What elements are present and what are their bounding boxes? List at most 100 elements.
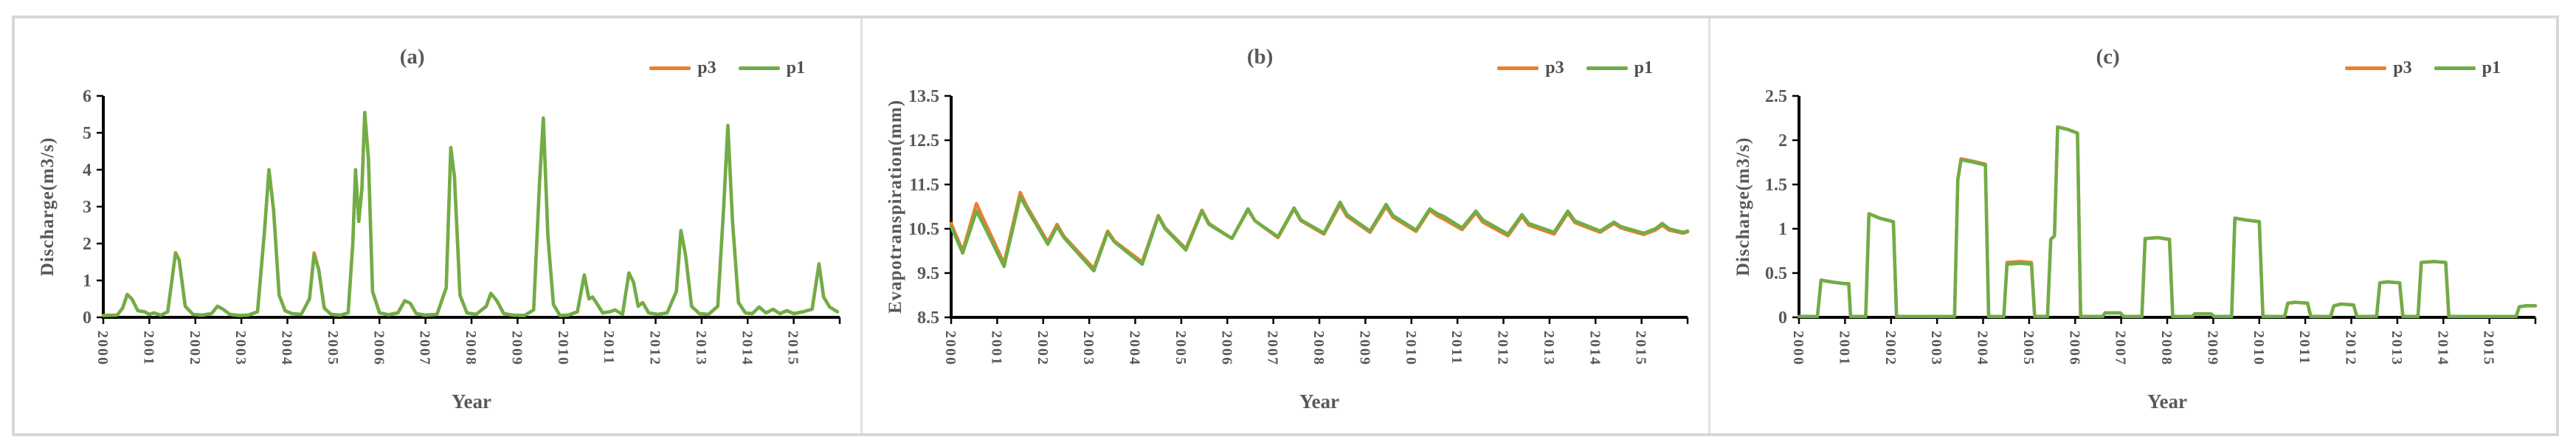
chart-panel-c: (c) p3 p1 0 0.5 1 1.5 2 2.5 2000 2001 2002 2003 20… [1708,18,2556,433]
svg-text:2001: 2001 [140,331,156,366]
svg-text:2013: 2013 [2389,331,2405,366]
svg-text:Year: Year [1299,390,1339,413]
legend-label-p3: p3 [697,58,716,77]
svg-text:2000: 2000 [1790,331,1806,366]
svg-text:2004: 2004 [1127,331,1143,366]
svg-text:2010: 2010 [555,331,571,366]
svg-text:Year: Year [452,390,491,413]
legend-line-p1-icon [1586,66,1628,70]
svg-text:Discharge(m3/s): Discharge(m3/s) [38,137,58,277]
svg-text:2000: 2000 [94,331,111,366]
svg-text:0: 0 [83,308,91,328]
legend-item-p1: p1 [738,58,805,78]
svg-text:2005: 2005 [1173,331,1189,366]
svg-text:2007: 2007 [417,331,433,366]
chart-panels-row: (a) p3 p1 0 1 2 3 4 5 6 2000 2001 2002 2003 2004 200… [15,18,2556,433]
svg-text:2.5: 2.5 [1765,87,1787,106]
legend-label-p3: p3 [2393,58,2412,77]
svg-text:2014: 2014 [2434,331,2451,366]
svg-text:2004: 2004 [279,331,295,366]
svg-text:2003: 2003 [232,331,249,366]
svg-text:2012: 2012 [647,331,663,366]
chart-title-a: (a) [399,45,425,69]
svg-text:2006: 2006 [370,331,387,366]
svg-text:5: 5 [83,124,91,143]
svg-text:2008: 2008 [1311,331,1327,366]
svg-text:2003: 2003 [1928,331,1944,366]
svg-text:Year: Year [2147,390,2187,413]
svg-text:1.5: 1.5 [1765,176,1787,195]
svg-text:2001: 2001 [988,331,1004,366]
svg-text:2002: 2002 [187,331,203,366]
chart-panel-a: (a) p3 p1 0 1 2 3 4 5 6 2000 2001 2002 2003 2004 200… [15,18,860,433]
svg-text:Evapotranspiration(mm): Evapotranspiration(mm) [885,100,905,314]
legend-item-p3: p3 [1497,58,1564,78]
svg-text:6: 6 [83,87,91,106]
figure-frame: (a) p3 p1 0 1 2 3 4 5 6 2000 2001 2002 2003 2004 200… [12,15,2559,436]
chart-title-c: (c) [2096,45,2120,69]
legend-line-p3-icon [1497,66,1539,70]
svg-text:2003: 2003 [1080,331,1097,366]
svg-text:2002: 2002 [1035,331,1051,366]
svg-text:9.5: 9.5 [917,264,939,283]
plot-area-b: 8.5 9.5 10.5 11.5 12.5 13.5 2000 2001 2002 2003 20… [885,87,1690,413]
svg-text:2005: 2005 [325,331,341,366]
svg-text:11.5: 11.5 [909,176,939,195]
svg-text:2001: 2001 [1836,331,1852,366]
svg-text:0.5: 0.5 [1765,264,1787,283]
legend-line-p3-icon [2345,66,2387,70]
svg-text:2012: 2012 [2343,331,2359,366]
svg-text:2006: 2006 [1218,331,1235,366]
legend-a: p3 p1 [649,58,805,78]
svg-text:2011: 2011 [1448,331,1465,365]
svg-text:2007: 2007 [2113,331,2129,366]
svg-text:0: 0 [1778,308,1787,328]
svg-text:2002: 2002 [1882,331,1899,366]
svg-text:2010: 2010 [2251,331,2267,366]
legend-line-p1-icon [2434,66,2476,70]
legend-label-p1: p1 [2482,58,2501,77]
svg-text:2011: 2011 [2296,331,2313,365]
svg-text:2008: 2008 [463,331,479,366]
svg-text:2013: 2013 [693,331,709,366]
legend-label-p3: p3 [1545,58,1564,77]
svg-text:2009: 2009 [1356,331,1372,366]
svg-text:12.5: 12.5 [908,131,939,151]
svg-text:8.5: 8.5 [917,308,939,328]
svg-text:2013: 2013 [1541,331,1557,366]
legend-item-p1: p1 [1586,58,1653,78]
legend-c: p3 p1 [2345,58,2501,78]
svg-text:10.5: 10.5 [908,220,939,239]
svg-text:2009: 2009 [508,331,525,366]
legend-label-p1: p1 [1634,58,1653,77]
plot-area-a: 0 1 2 3 4 5 6 2000 2001 2002 2003 2004 2005 2006 2007 2… [38,87,841,413]
svg-text:2004: 2004 [1975,331,1991,366]
svg-text:2000: 2000 [942,331,959,366]
legend-line-p3-icon [649,66,691,70]
svg-text:2: 2 [83,235,91,254]
svg-text:2005: 2005 [2020,331,2037,366]
svg-text:2007: 2007 [1265,331,1281,366]
svg-text:1: 1 [83,272,91,291]
legend-item-p1: p1 [2434,58,2501,78]
svg-text:2015: 2015 [1633,331,1649,366]
svg-text:2006: 2006 [2066,331,2082,366]
plot-area-c: 0 0.5 1 1.5 2 2.5 2000 2001 2002 2003 2004 2005 2006… [1733,87,2538,413]
legend-label-p1: p1 [786,58,805,77]
chart-title-b: (b) [1246,45,1274,69]
svg-text:1: 1 [1778,220,1787,239]
svg-text:Discharge(m3/s): Discharge(m3/s) [1733,137,1753,277]
svg-text:3: 3 [83,198,91,217]
svg-text:2014: 2014 [739,331,755,366]
legend-item-p3: p3 [2345,58,2412,78]
svg-text:2011: 2011 [601,331,617,365]
svg-text:2015: 2015 [2481,331,2497,366]
svg-text:2008: 2008 [2158,331,2175,366]
legend-item-p3: p3 [649,58,716,78]
svg-text:13.5: 13.5 [908,87,939,106]
legend-line-p1-icon [738,66,780,70]
svg-text:2010: 2010 [1403,331,1419,366]
svg-text:2014: 2014 [1586,331,1603,366]
svg-text:2012: 2012 [1495,331,1511,366]
chart-panel-b: (b) p3 p1 8.5 9.5 10.5 11.5 12.5 13.5 2000 2001… [860,18,1708,433]
